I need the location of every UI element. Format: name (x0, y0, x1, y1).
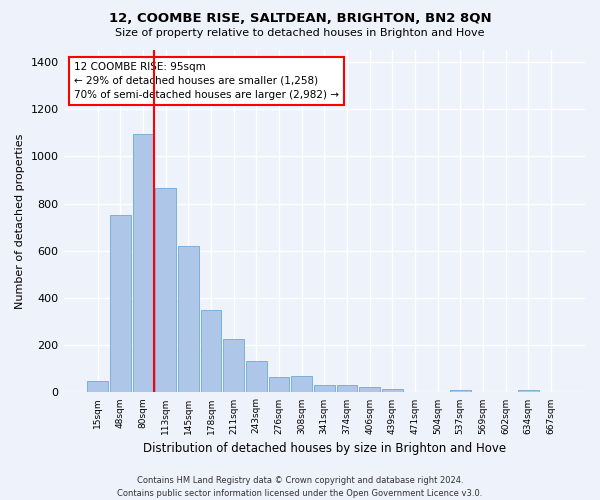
Text: 12 COOMBE RISE: 95sqm
← 29% of detached houses are smaller (1,258)
70% of semi-d: 12 COOMBE RISE: 95sqm ← 29% of detached … (74, 62, 339, 100)
Bar (359, 387, 380, 392)
Text: Contains HM Land Registry data © Crown copyright and database right 2024.
Contai: Contains HM Land Registry data © Crown c… (118, 476, 482, 498)
Bar (291, 376, 312, 392)
Bar (200, 310, 221, 392)
Bar (518, 390, 539, 392)
Bar (337, 386, 358, 392)
Bar (178, 246, 199, 392)
Bar (110, 216, 131, 392)
Text: 12, COOMBE RISE, SALTDEAN, BRIGHTON, BN2 8QN: 12, COOMBE RISE, SALTDEAN, BRIGHTON, BN2… (109, 12, 491, 26)
Bar (155, 188, 176, 392)
Bar (223, 340, 244, 392)
Bar (133, 134, 154, 392)
Y-axis label: Number of detached properties: Number of detached properties (15, 134, 25, 309)
Bar (450, 390, 470, 392)
Bar (87, 380, 108, 392)
Bar (246, 360, 267, 392)
Bar (382, 389, 403, 392)
X-axis label: Distribution of detached houses by size in Brighton and Hove: Distribution of detached houses by size … (143, 442, 506, 455)
Text: Size of property relative to detached houses in Brighton and Hove: Size of property relative to detached ho… (115, 28, 485, 38)
Bar (269, 377, 289, 392)
Bar (314, 385, 335, 392)
